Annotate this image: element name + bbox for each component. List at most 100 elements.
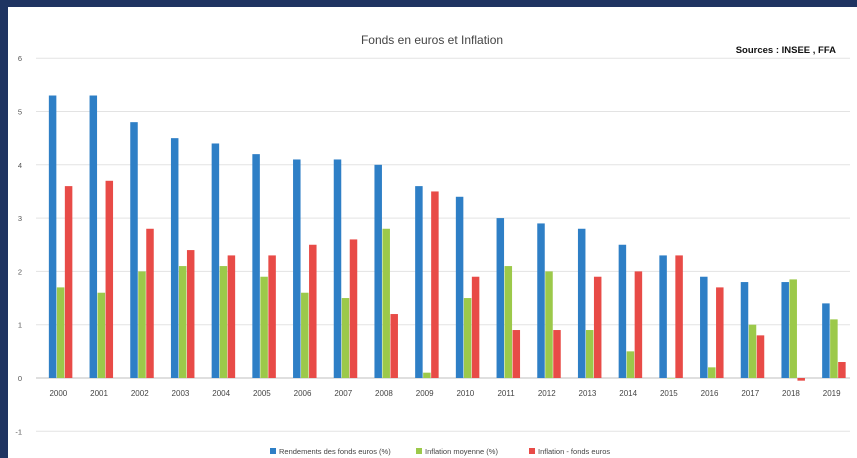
bar-inflation-2013: [585, 330, 594, 378]
x-tick-label: 2017: [741, 389, 759, 398]
bar-ecart-2019: [838, 362, 846, 378]
chart-frame: Fonds en euros et Inflation Sources : IN…: [8, 7, 857, 458]
bar-rendement-2016: [700, 276, 708, 378]
x-tick-label: 2013: [579, 389, 597, 398]
y-tick-label: 1: [18, 321, 22, 330]
bar-ecart-2018: [797, 378, 805, 381]
bar-inflation-2018: [789, 279, 797, 378]
bar-rendement-2009: [415, 186, 423, 378]
bar-ecart-2015: [675, 255, 683, 378]
x-tick-label: 2010: [456, 389, 474, 398]
bar-ecart-2009: [431, 191, 439, 378]
bar-ecart-2005: [268, 255, 276, 378]
bar-rendement-2010: [455, 196, 464, 378]
bar-rendement-2007: [333, 159, 342, 378]
x-tick-label: 2001: [90, 389, 108, 398]
y-tick-label: 5: [18, 108, 22, 117]
chart-svg: Fonds en euros et Inflation Sources : IN…: [15, 33, 850, 456]
x-tick-label: 2000: [49, 389, 67, 398]
legend-swatch: [529, 448, 535, 454]
legend-label: Inflation - fonds euros: [538, 447, 610, 456]
x-tick-label: 2006: [294, 389, 312, 398]
bar-inflation-2017: [748, 324, 757, 378]
bar-rendement-2015: [659, 255, 667, 378]
bar-inflation-2003: [178, 266, 187, 378]
gridlines: [36, 57, 850, 432]
x-tick-label: 2008: [375, 389, 393, 398]
bar-rendement-2006: [293, 159, 301, 378]
bar-inflation-2010: [463, 298, 472, 378]
source-note: Sources : INSEE , FFA: [736, 45, 836, 56]
bar-ecart-2010: [471, 276, 480, 378]
legend-label: Rendements des fonds euros (%): [279, 447, 391, 456]
bar-inflation-2019: [830, 319, 838, 378]
bar-inflation-2004: [219, 266, 228, 378]
bar-rendement-2012: [537, 223, 545, 378]
x-tick-label: 2015: [660, 389, 678, 398]
y-tick-label: -1: [15, 427, 22, 436]
x-tick-label: 2011: [497, 389, 515, 398]
x-tick-label: 2007: [334, 389, 352, 398]
x-tick-label: 2016: [701, 389, 719, 398]
bar-ecart-2003: [186, 250, 195, 378]
bar-rendement-2008: [374, 164, 382, 378]
bar-ecart-2014: [634, 271, 643, 378]
y-tick-label: 4: [18, 161, 22, 170]
x-tick-label: 2014: [619, 389, 637, 398]
bar-rendement-2000: [48, 95, 57, 378]
bar-inflation-2001: [97, 292, 106, 378]
bar-rendement-2018: [781, 282, 789, 378]
bar-inflation-2012: [545, 271, 553, 378]
bar-rendement-2002: [130, 122, 138, 378]
bar-ecart-2012: [553, 330, 561, 378]
legend-label: Inflation moyenne (%): [425, 447, 498, 456]
bar-inflation-2002: [138, 271, 146, 378]
bar-ecart-2016: [716, 287, 724, 378]
bar-inflation-2005: [260, 276, 268, 378]
bar-rendement-2005: [252, 154, 260, 378]
bar-inflation-2000: [56, 287, 65, 378]
bar-marks: [48, 95, 846, 381]
legend-swatch: [416, 448, 422, 454]
bar-rendement-2001: [89, 95, 98, 378]
bar-inflation-2016: [708, 367, 716, 378]
x-tick-label: 2003: [172, 389, 190, 398]
bar-rendement-2014: [618, 244, 627, 378]
y-tick-label: 3: [18, 214, 22, 223]
x-tick-label: 2005: [253, 389, 271, 398]
x-tick-label: 2012: [538, 389, 556, 398]
y-tick-label: 6: [18, 54, 22, 63]
bar-ecart-2006: [309, 244, 317, 378]
x-tick-label: 2009: [416, 389, 434, 398]
bar-rendement-2004: [211, 143, 220, 378]
bar-rendement-2003: [170, 138, 179, 378]
bar-ecart-2017: [756, 335, 765, 378]
x-tick-label: 2018: [782, 389, 800, 398]
bar-rendement-2011: [496, 218, 505, 378]
bar-inflation-2011: [504, 266, 513, 378]
bar-ecart-2002: [146, 228, 154, 378]
y-tick-label: 2: [18, 267, 22, 276]
bar-ecart-2013: [593, 276, 602, 378]
x-tick-labels: 2000 2001 2002 2003 2004 2005 2006 2007 2008 2009…: [49, 389, 841, 398]
bar-inflation-2015: [667, 378, 675, 379]
x-tick-label: 2004: [212, 389, 230, 398]
bar-rendement-2017: [740, 282, 749, 378]
x-tick-label: 2002: [131, 389, 149, 398]
bar-ecart-2007: [349, 239, 358, 378]
y-tick-label: 0: [18, 374, 22, 383]
x-tick-label: 2019: [823, 389, 841, 398]
bar-rendement-2013: [577, 228, 586, 378]
legend-swatch: [270, 448, 276, 454]
legend: Rendements des fonds euros (%) Inflation …: [270, 447, 610, 456]
y-tick-labels: -1 0 1 2 3 4 5 6: [15, 54, 22, 436]
bar-ecart-2004: [227, 255, 236, 378]
bar-ecart-2000: [64, 186, 73, 378]
bar-inflation-2009: [423, 372, 431, 378]
bar-ecart-2008: [390, 314, 398, 378]
bar-inflation-2007: [341, 298, 350, 378]
bar-inflation-2006: [301, 292, 309, 378]
bar-inflation-2008: [382, 228, 390, 378]
bar-inflation-2014: [626, 351, 635, 378]
chart-title: Fonds en euros et Inflation: [361, 33, 503, 47]
